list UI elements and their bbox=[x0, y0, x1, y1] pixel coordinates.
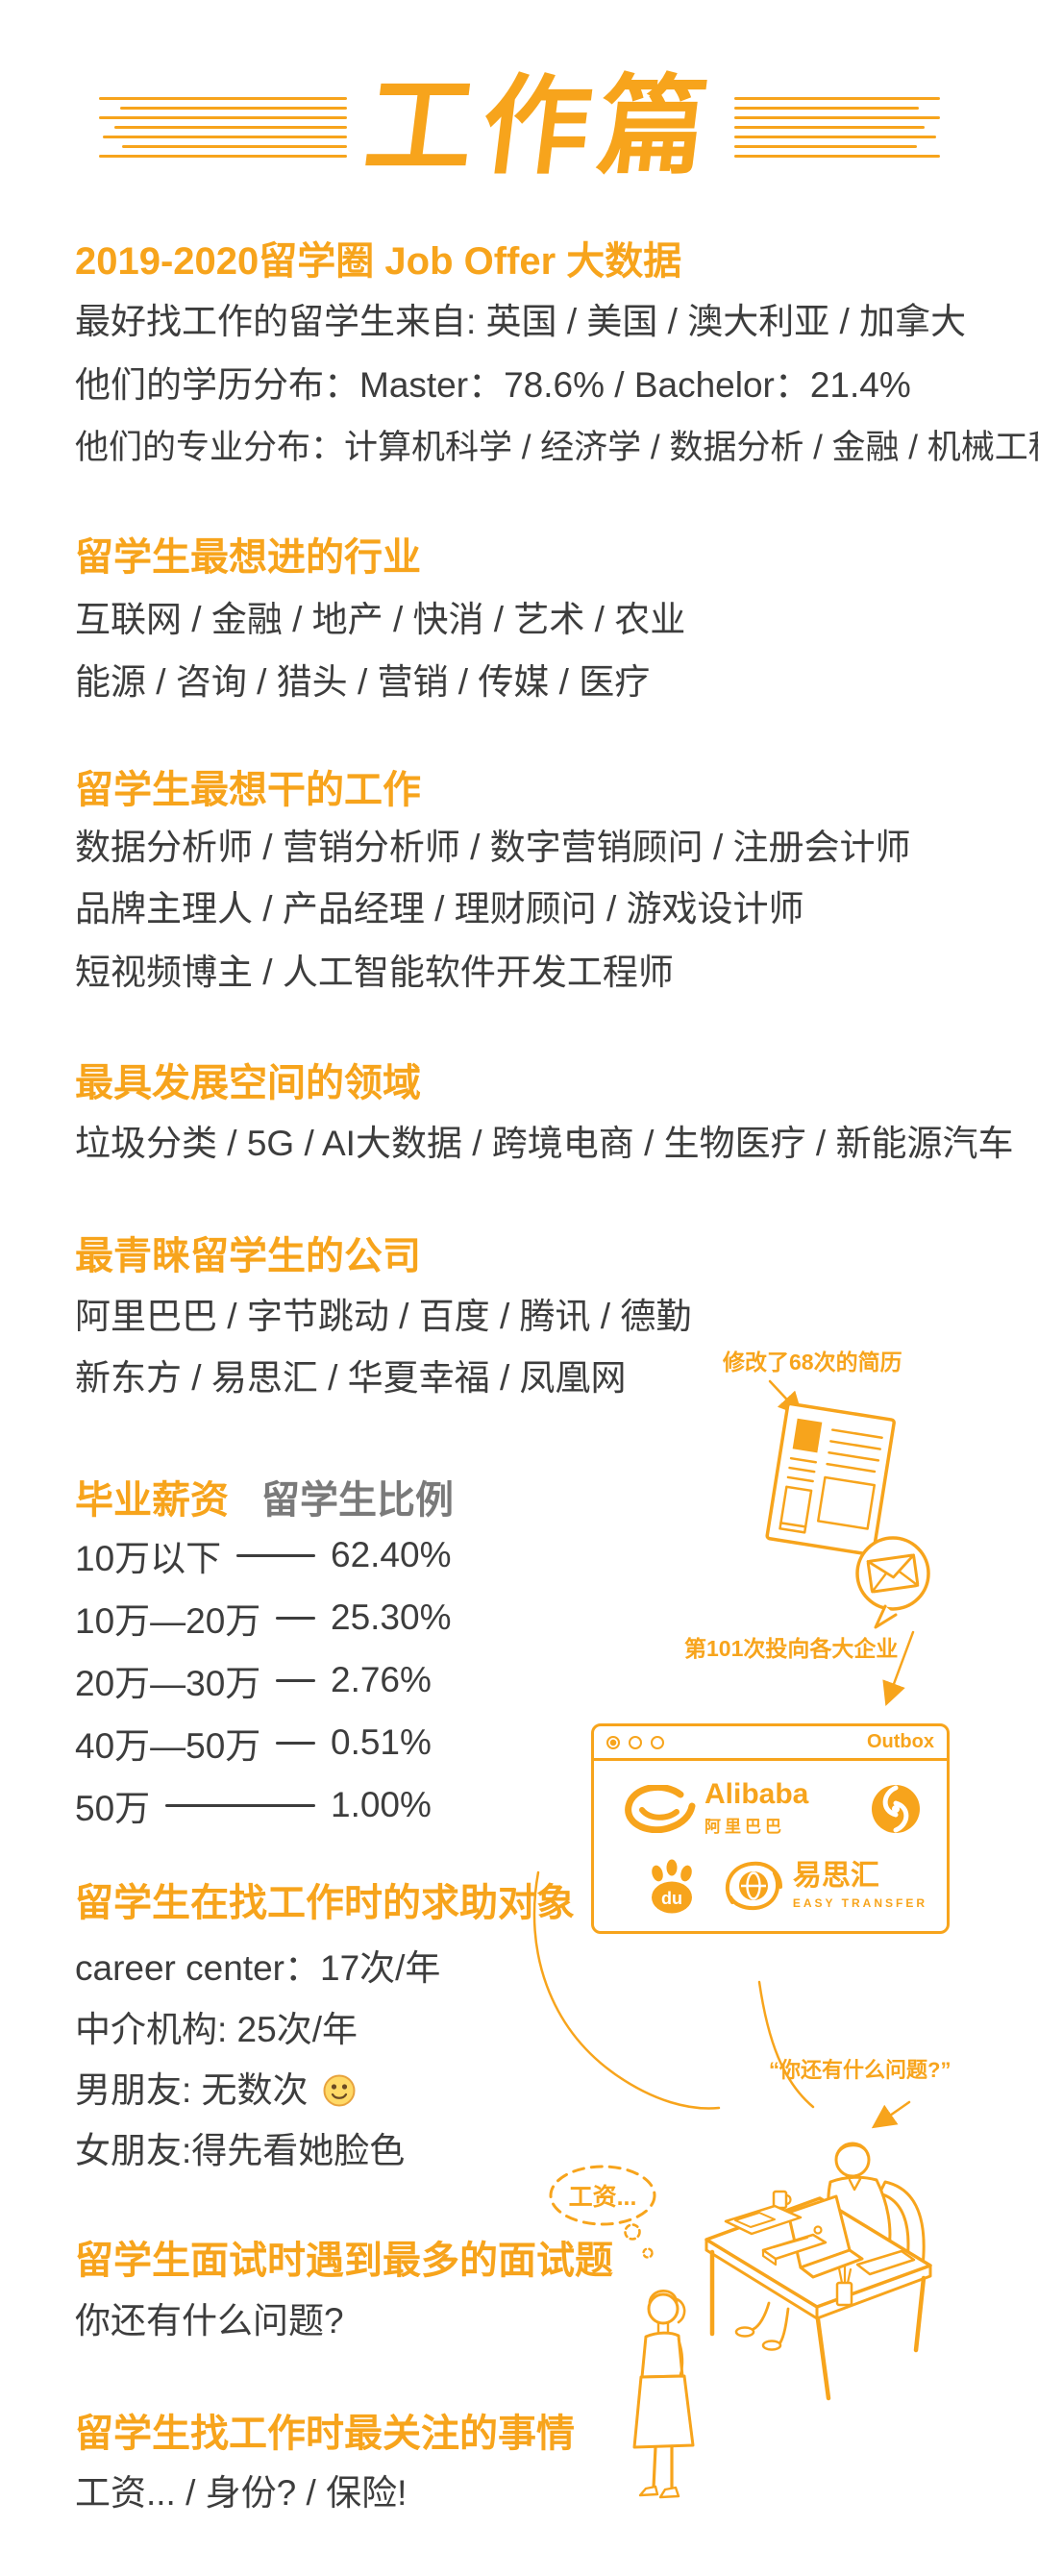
salary-percent: 62.40% bbox=[331, 1535, 452, 1574]
section-heading-fields: 最具发展空间的领域 bbox=[75, 1062, 421, 1104]
text-line: 数据分析师 / 营销分析师 / 数字营销顾问 / 注册会计师 bbox=[75, 828, 911, 867]
salary-range: 10万以下 bbox=[75, 1539, 222, 1578]
salary-range: 20万—30万 bbox=[75, 1664, 261, 1703]
salary-thought-text: 工资... bbox=[568, 2184, 637, 2211]
text-line: 品牌主理人 / 产品经理 / 理财顾问 / 游戏设计师 bbox=[75, 889, 804, 929]
interview-desk-icon bbox=[704, 2142, 932, 2401]
swoosh-line-icon bbox=[757, 1980, 815, 2109]
window-title: Outbox bbox=[867, 1731, 934, 1752]
text-line: 最好找工作的留学生来自: 英国 / 美国 / 澳大利亚 / 加拿大 bbox=[75, 302, 967, 341]
alibaba-chinese: 阿里巴巴 bbox=[704, 1818, 785, 1836]
salary-range: 10万—20万 bbox=[75, 1601, 261, 1641]
text-line: 他们的专业分布：计算机科学 / 经济学 / 数据分析 / 金融 / 机械工程 bbox=[75, 429, 1038, 466]
arrow-icon bbox=[768, 1379, 803, 1417]
easy-transfer-globe-icon bbox=[725, 1861, 782, 1911]
text-line: career center：17次/年 bbox=[75, 1948, 441, 1988]
standing-student-icon bbox=[632, 2289, 695, 2499]
speed-lines-right-icon bbox=[733, 96, 940, 158]
baidu-paw-icon: du bbox=[652, 1859, 692, 1913]
section-heading-interview: 留学生面试时遇到最多的面试题 bbox=[75, 2240, 613, 2282]
text-line: 中介机构: 25次/年 bbox=[75, 2010, 358, 2049]
salary-subheading: 留学生比例 bbox=[261, 1479, 454, 1522]
table-row: 20万—30万 2.76% bbox=[75, 1654, 457, 1706]
easy-transfer-name: 易思汇 bbox=[792, 1860, 879, 1892]
arrow-icon bbox=[871, 2100, 911, 2129]
easy-transfer-logo: 易思汇 EASY TRANSFER bbox=[723, 1858, 927, 1914]
speed-lines-left-icon bbox=[98, 96, 347, 158]
phoenix-logo-icon bbox=[872, 1784, 920, 1833]
leader-line bbox=[236, 1553, 315, 1557]
text-line: 他们的学历分布：Master：78.6% / Bachelor：21.4% bbox=[75, 365, 911, 405]
section-heading-help: 留学生在找工作时的求助对象 bbox=[75, 1882, 575, 1924]
leader-line bbox=[276, 1678, 315, 1682]
salary-range: 40万—50万 bbox=[75, 1726, 261, 1766]
boyfriend-text: 男朋友: 无数次 bbox=[75, 2070, 309, 2110]
salary-percent: 2.76% bbox=[331, 1660, 432, 1699]
easy-transfer-sub: EASY TRANSFER bbox=[792, 1896, 927, 1910]
leader-line bbox=[276, 1741, 315, 1745]
section-heading-companies: 最青睐留学生的公司 bbox=[75, 1235, 421, 1277]
window-control-dot-icon bbox=[606, 1735, 620, 1749]
table-row: 40万—50万 0.51% bbox=[75, 1717, 457, 1769]
text-line: 工资... / 身份? / 保险! bbox=[75, 2473, 408, 2513]
masthead: 工作篇 bbox=[0, 62, 1038, 192]
text-line: 短视频博主 / 人工智能软件开发工程师 bbox=[75, 953, 674, 992]
salary-header: 毕业薪资 留学生比例 bbox=[75, 1469, 454, 1524]
alibaba-wordmark: Alibaba bbox=[704, 1778, 809, 1810]
section-heading-industries: 留学生最想进的行业 bbox=[75, 536, 421, 579]
logo-row-2: du 易思汇 EASY TRANSFER bbox=[594, 1837, 947, 1914]
resume-doc-icon bbox=[765, 1401, 896, 1557]
baidu-du-text: du bbox=[661, 1889, 682, 1908]
table-row: 50万 1.00% bbox=[75, 1779, 457, 1831]
resume-caption: 修改了68次的简历 bbox=[723, 1350, 902, 1375]
text-line: 能源 / 咨询 / 猎头 / 营销 / 传媒 / 医疗 bbox=[75, 662, 651, 702]
smiley-icon bbox=[323, 2074, 356, 2107]
window-titlebar: Outbox bbox=[594, 1726, 947, 1761]
section-heading-bigdata: 2019-2020留学圈 Job Offer 大数据 bbox=[75, 240, 682, 283]
table-row: 10万以下 62.40% bbox=[75, 1529, 457, 1581]
text-line: 互联网 / 金融 / 地产 / 快消 / 艺术 / 农业 bbox=[75, 600, 686, 639]
text-line: 男朋友: 无数次 bbox=[75, 2070, 357, 2111]
page-title: 工作篇 bbox=[358, 66, 723, 186]
text-line: 女朋友:得先看她脸色 bbox=[75, 2131, 406, 2170]
leader-line bbox=[165, 1803, 315, 1807]
salary-percent: 0.51% bbox=[331, 1722, 432, 1762]
table-row: 10万—20万 25.30% bbox=[75, 1592, 457, 1644]
alibaba-logo: Alibaba 阿里巴巴 bbox=[625, 1780, 808, 1837]
interviewer-quote: “你还有什么问题?” bbox=[769, 2058, 952, 2082]
text-line: 你还有什么问题? bbox=[75, 2301, 344, 2341]
envelope-bubble-icon bbox=[855, 1536, 930, 1629]
salary-percent: 1.00% bbox=[331, 1785, 432, 1824]
text-line: 阿里巴巴 / 字节跳动 / 百度 / 腾讯 / 德勤 bbox=[75, 1297, 692, 1336]
salary-percent: 25.30% bbox=[331, 1598, 452, 1637]
window-control-dot-icon bbox=[651, 1735, 664, 1749]
leader-line bbox=[276, 1616, 315, 1620]
outbox-window: Outbox Alibaba 阿里巴巴 bbox=[591, 1723, 950, 1934]
section-heading-concerns: 留学生找工作时最关注的事情 bbox=[75, 2413, 575, 2455]
salary-heading: 毕业薪资 bbox=[75, 1479, 229, 1522]
window-control-dot-icon bbox=[629, 1735, 642, 1749]
text-line: 新东方 / 易思汇 / 华夏幸福 / 凤凰网 bbox=[75, 1358, 627, 1398]
logo-row-1: Alibaba 阿里巴巴 bbox=[594, 1761, 947, 1837]
text-line: 垃圾分类 / 5G / AI大数据 / 跨境电商 / 生物医疗 / 新能源汽车 bbox=[75, 1124, 1014, 1163]
section-heading-jobs: 留学生最想干的工作 bbox=[75, 769, 421, 811]
alibaba-mark-icon bbox=[625, 1784, 696, 1833]
send-caption: 第101次投向各大企业 bbox=[684, 1636, 899, 1661]
salary-range: 50万 bbox=[75, 1789, 151, 1828]
